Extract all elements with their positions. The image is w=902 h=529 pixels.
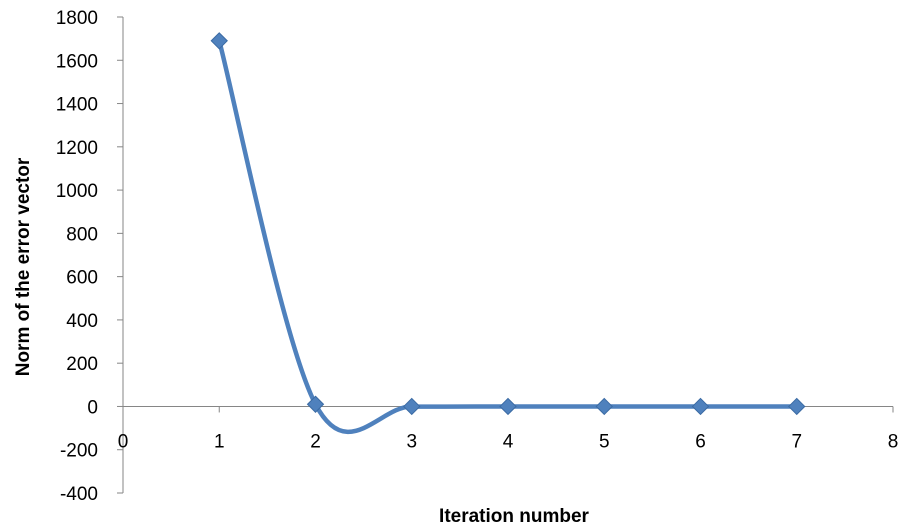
x-tick-label: 7	[791, 431, 802, 452]
x-tick-label: 8	[888, 431, 899, 452]
y-tick-label: 1800	[56, 8, 98, 29]
x-tick-label: 0	[118, 431, 129, 452]
data-point-marker	[306, 395, 325, 413]
series-group	[210, 32, 806, 434]
y-axis-title: Norm of the error vector	[13, 157, 34, 376]
data-point-marker	[691, 397, 710, 416]
x-tick-labels: 0 1 2 3 4 5 6 7 8	[118, 431, 899, 452]
x-tick-label: 4	[503, 431, 514, 452]
x-tick-label: 1	[214, 431, 225, 452]
y-tick-label: 400	[66, 311, 98, 332]
x-tick-label: 5	[599, 431, 610, 452]
y-tick-label: -200	[60, 441, 98, 462]
x-tick-label: 2	[310, 431, 321, 452]
x-tick-label: 6	[695, 431, 706, 452]
y-tick-label: 600	[66, 268, 98, 289]
x-tick-label: 3	[406, 431, 417, 452]
data-point-marker	[499, 397, 517, 416]
y-tick-label: -400	[60, 484, 98, 505]
y-tick-label: 1000	[56, 181, 98, 202]
y-tick-label: 0	[87, 397, 98, 418]
data-point-marker	[595, 397, 613, 416]
y-tick-label: 1600	[56, 51, 98, 72]
data-point-marker	[210, 32, 228, 50]
y-tick-label: 200	[66, 354, 98, 375]
y-axis	[117, 16, 124, 494]
data-point-marker	[403, 397, 421, 416]
y-tick-label: 1400	[56, 95, 98, 116]
y-tick-label: 1200	[56, 138, 98, 159]
series-line	[217, 38, 799, 434]
y-tick-labels: -400 -200 0 200 400 600 800 1000 1200 1400 1600 180…	[56, 8, 98, 505]
y-tick-label: 800	[66, 224, 98, 245]
x-axis-title: Iteration number	[439, 506, 590, 527]
data-point-marker	[788, 397, 806, 416]
